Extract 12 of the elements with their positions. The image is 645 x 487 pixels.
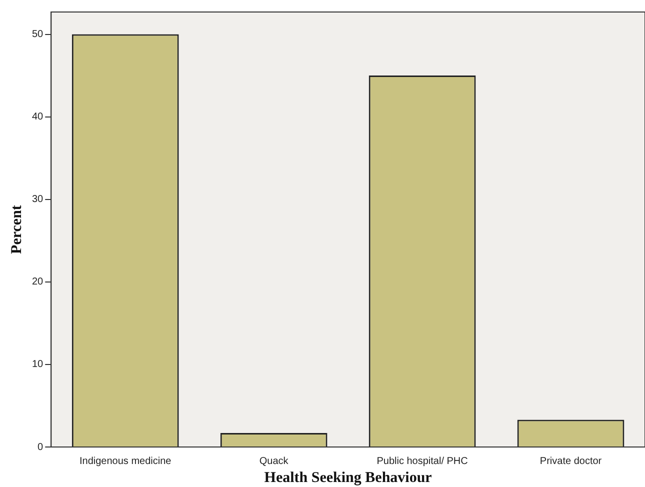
x-tick-label: Private doctor [540,456,602,467]
y-tick-label: 40 [32,112,44,123]
x-tick-label: Indigenous medicine [79,456,172,467]
y-tick-label: 10 [32,359,44,370]
x-tick-label: Quack [259,456,290,467]
y-tick-label: 50 [32,29,44,40]
y-tick-label: 20 [32,276,44,288]
y-tick-label: 0 [38,442,44,453]
y-tick-label: 30 [32,194,44,206]
y-axis-title: Percent [8,205,25,254]
x-axis-title: Health Seeking Behaviour [264,470,432,486]
x-tick-label: Public hospital/ PHC [376,456,468,467]
